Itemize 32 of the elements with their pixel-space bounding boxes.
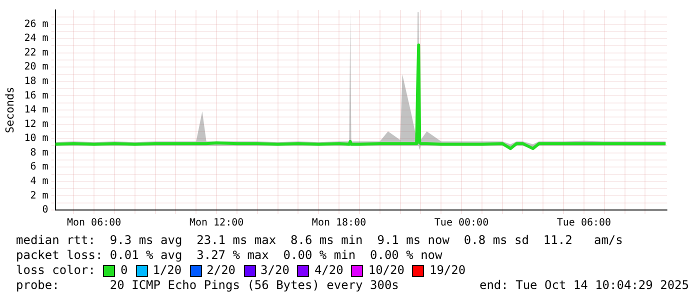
y-tick-label: 16 m: [24, 90, 48, 102]
y-tick-label: 8 m: [30, 147, 48, 158]
y-axis-title: Seconds: [3, 86, 16, 134]
y-tick-label: 18 m: [24, 76, 48, 88]
text: median rtt: 9.3 ms avg 23.1 ms max 8.6 ms min 9.1 ms now 0.8 ms sd 11.2 am/s: [16, 233, 623, 248]
y-tick-label: 24 m: [24, 33, 48, 44]
y-tick-label: 10 m: [24, 133, 48, 144]
legend-label: 2/20: [206, 263, 236, 278]
legend-label: 1/20: [152, 263, 182, 278]
y-tick-label: 14 m: [24, 104, 48, 116]
x-tick-label: Tue 06:00: [556, 218, 612, 229]
y-tick-label: 0: [42, 204, 48, 216]
text: packet loss: 0.01 % avg 3.27 % max 0.00 % min 0.00 % now: [16, 248, 442, 263]
y-tick-label: 12 m: [24, 118, 48, 130]
legend-label: 0: [120, 263, 128, 278]
legend-label: 10/20: [368, 263, 404, 278]
y-tick-label: 2 m: [30, 190, 48, 202]
y-tick-label: 22 m: [24, 47, 48, 58]
legend-label: 3/20: [260, 263, 290, 278]
x-tick-label: Mon 12:00: [189, 218, 244, 229]
y-tick-label: 20 m: [24, 62, 48, 73]
y-tick-label: 26 m: [24, 18, 48, 30]
legend-title: loss color:: [16, 263, 96, 278]
legend-label: 4/20: [314, 263, 344, 278]
legend-label: 19/20: [429, 263, 466, 278]
x-tick-label: Tue 00:00: [434, 218, 489, 229]
text: end: Tue Oct 14 10:04:29 2025: [479, 278, 689, 293]
x-tick-label: Mon 06:00: [66, 218, 122, 229]
y-tick-label: 6 m: [30, 162, 48, 173]
y-tick-label: 4 m: [30, 176, 48, 188]
x-tick-label: Mon 18:00: [312, 218, 366, 229]
text: probe: 20 ICMP Echo Pings (56 Bytes) every 300s: [16, 278, 399, 293]
